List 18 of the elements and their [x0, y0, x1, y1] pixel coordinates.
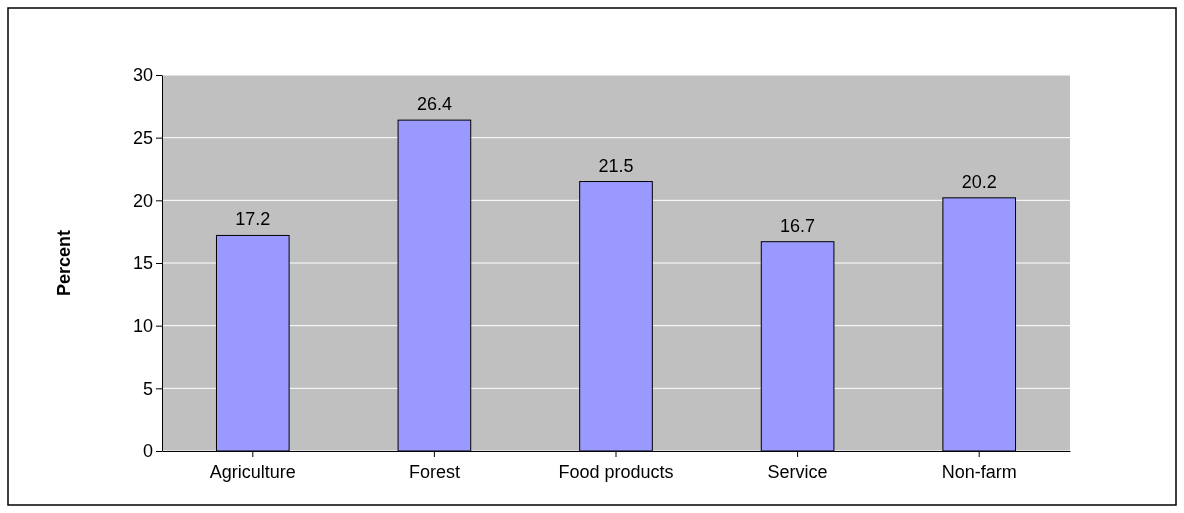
data-label: 17.2	[235, 209, 271, 230]
x-tick-label: Forest	[408, 462, 460, 482]
y-tick-label: 20	[132, 190, 153, 211]
x-tick-label: Agriculture	[209, 462, 296, 482]
y-tick-label: 0	[142, 441, 153, 462]
y-tick-label: 30	[132, 65, 153, 86]
data-label: 20.2	[961, 171, 997, 192]
x-tick-label: Non-farm	[941, 462, 1017, 482]
data-label: 26.4	[416, 94, 452, 115]
x-tick-label: Service	[767, 462, 828, 482]
y-tick-label: 5	[142, 378, 153, 399]
y-axis-title: Percent	[54, 229, 74, 297]
y-tick-label: 25	[132, 127, 153, 148]
y-tick-label: 15	[132, 253, 153, 274]
y-tick-label: 10	[132, 315, 153, 336]
x-tick-label: Food products	[558, 462, 674, 482]
data-label: 16.7	[780, 215, 816, 236]
data-label: 21.5	[598, 155, 634, 176]
